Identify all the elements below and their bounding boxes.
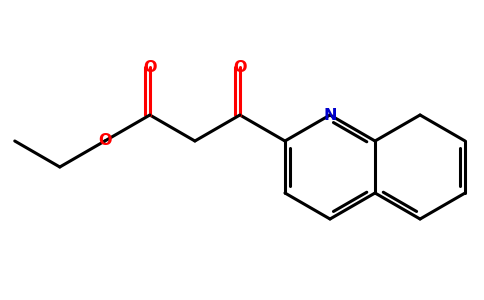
Text: O: O — [98, 134, 112, 148]
Text: O: O — [233, 60, 247, 75]
Text: N: N — [323, 107, 337, 122]
Text: O: O — [143, 60, 157, 75]
